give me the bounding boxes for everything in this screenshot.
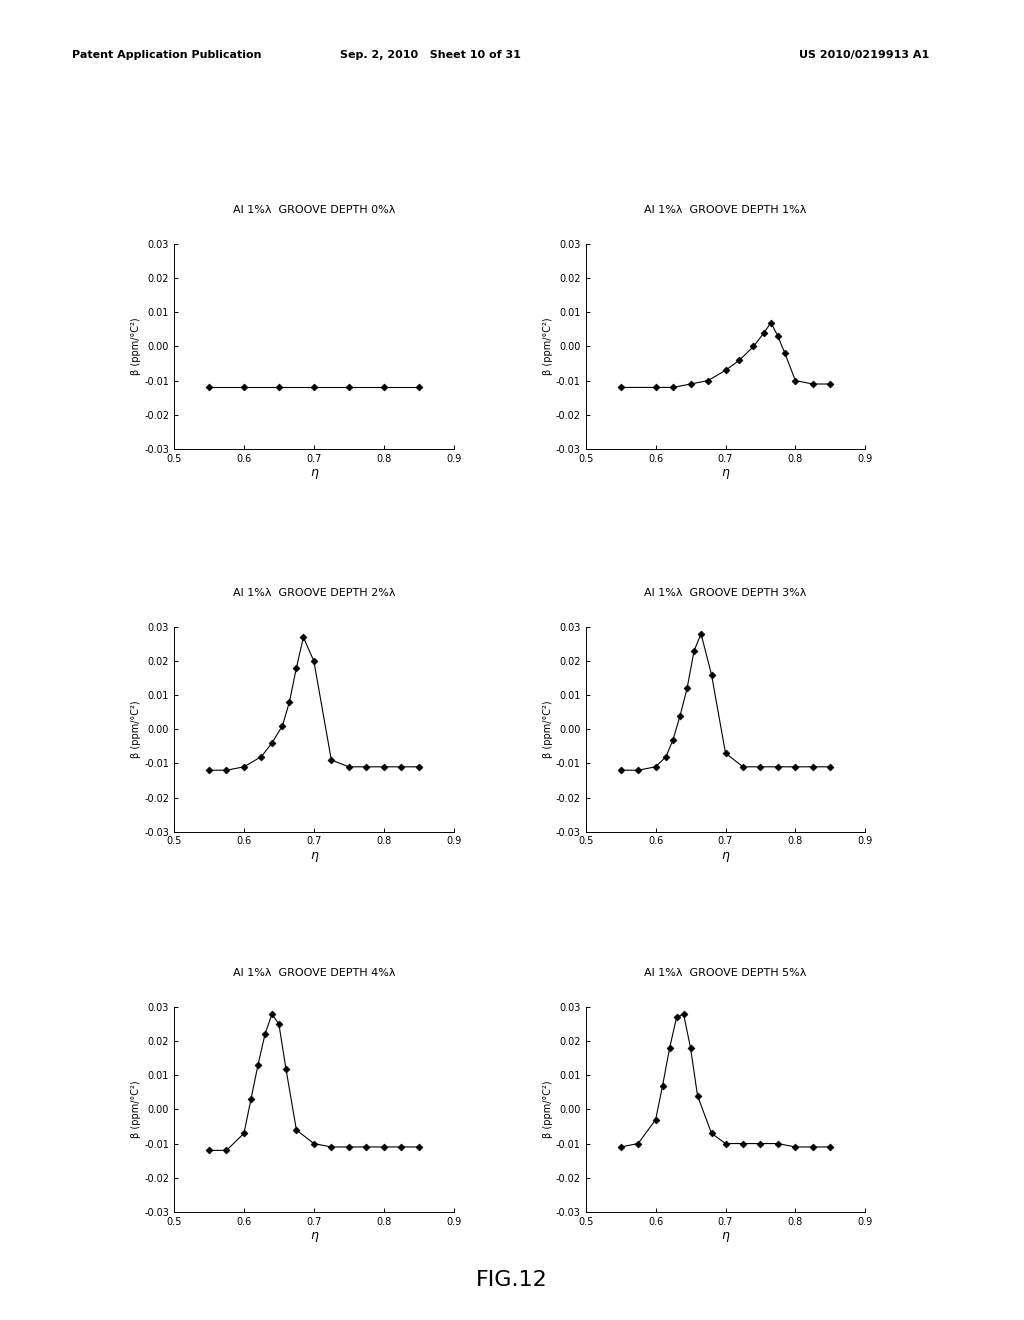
Text: US 2010/0219913 A1: US 2010/0219913 A1: [799, 50, 929, 61]
X-axis label: η: η: [722, 1229, 729, 1242]
X-axis label: η: η: [310, 466, 317, 479]
Y-axis label: β (ppm/°C²): β (ppm/°C²): [131, 318, 141, 375]
X-axis label: η: η: [722, 849, 729, 862]
Y-axis label: β (ppm/°C²): β (ppm/°C²): [543, 701, 553, 758]
X-axis label: η: η: [722, 466, 729, 479]
Text: Sep. 2, 2010   Sheet 10 of 31: Sep. 2, 2010 Sheet 10 of 31: [340, 50, 520, 61]
Y-axis label: β (ppm/°C²): β (ppm/°C²): [131, 1081, 141, 1138]
Text: Al 1%λ  GROOVE DEPTH 0%λ: Al 1%λ GROOVE DEPTH 0%λ: [232, 205, 395, 215]
Text: Al 1%λ  GROOVE DEPTH 5%λ: Al 1%λ GROOVE DEPTH 5%λ: [644, 968, 807, 978]
Y-axis label: β (ppm/°C²): β (ppm/°C²): [543, 1081, 553, 1138]
X-axis label: η: η: [310, 1229, 317, 1242]
Text: Patent Application Publication: Patent Application Publication: [72, 50, 261, 61]
Text: Al 1%λ  GROOVE DEPTH 4%λ: Al 1%λ GROOVE DEPTH 4%λ: [232, 968, 395, 978]
Y-axis label: β (ppm/°C²): β (ppm/°C²): [543, 318, 553, 375]
Text: Al 1%λ  GROOVE DEPTH 3%λ: Al 1%λ GROOVE DEPTH 3%λ: [644, 587, 807, 598]
Text: FIG.12: FIG.12: [476, 1270, 548, 1291]
Text: Al 1%λ  GROOVE DEPTH 2%λ: Al 1%λ GROOVE DEPTH 2%λ: [232, 587, 395, 598]
X-axis label: η: η: [310, 849, 317, 862]
Y-axis label: β (ppm/°C²): β (ppm/°C²): [131, 701, 141, 758]
Text: Al 1%λ  GROOVE DEPTH 1%λ: Al 1%λ GROOVE DEPTH 1%λ: [644, 205, 807, 215]
